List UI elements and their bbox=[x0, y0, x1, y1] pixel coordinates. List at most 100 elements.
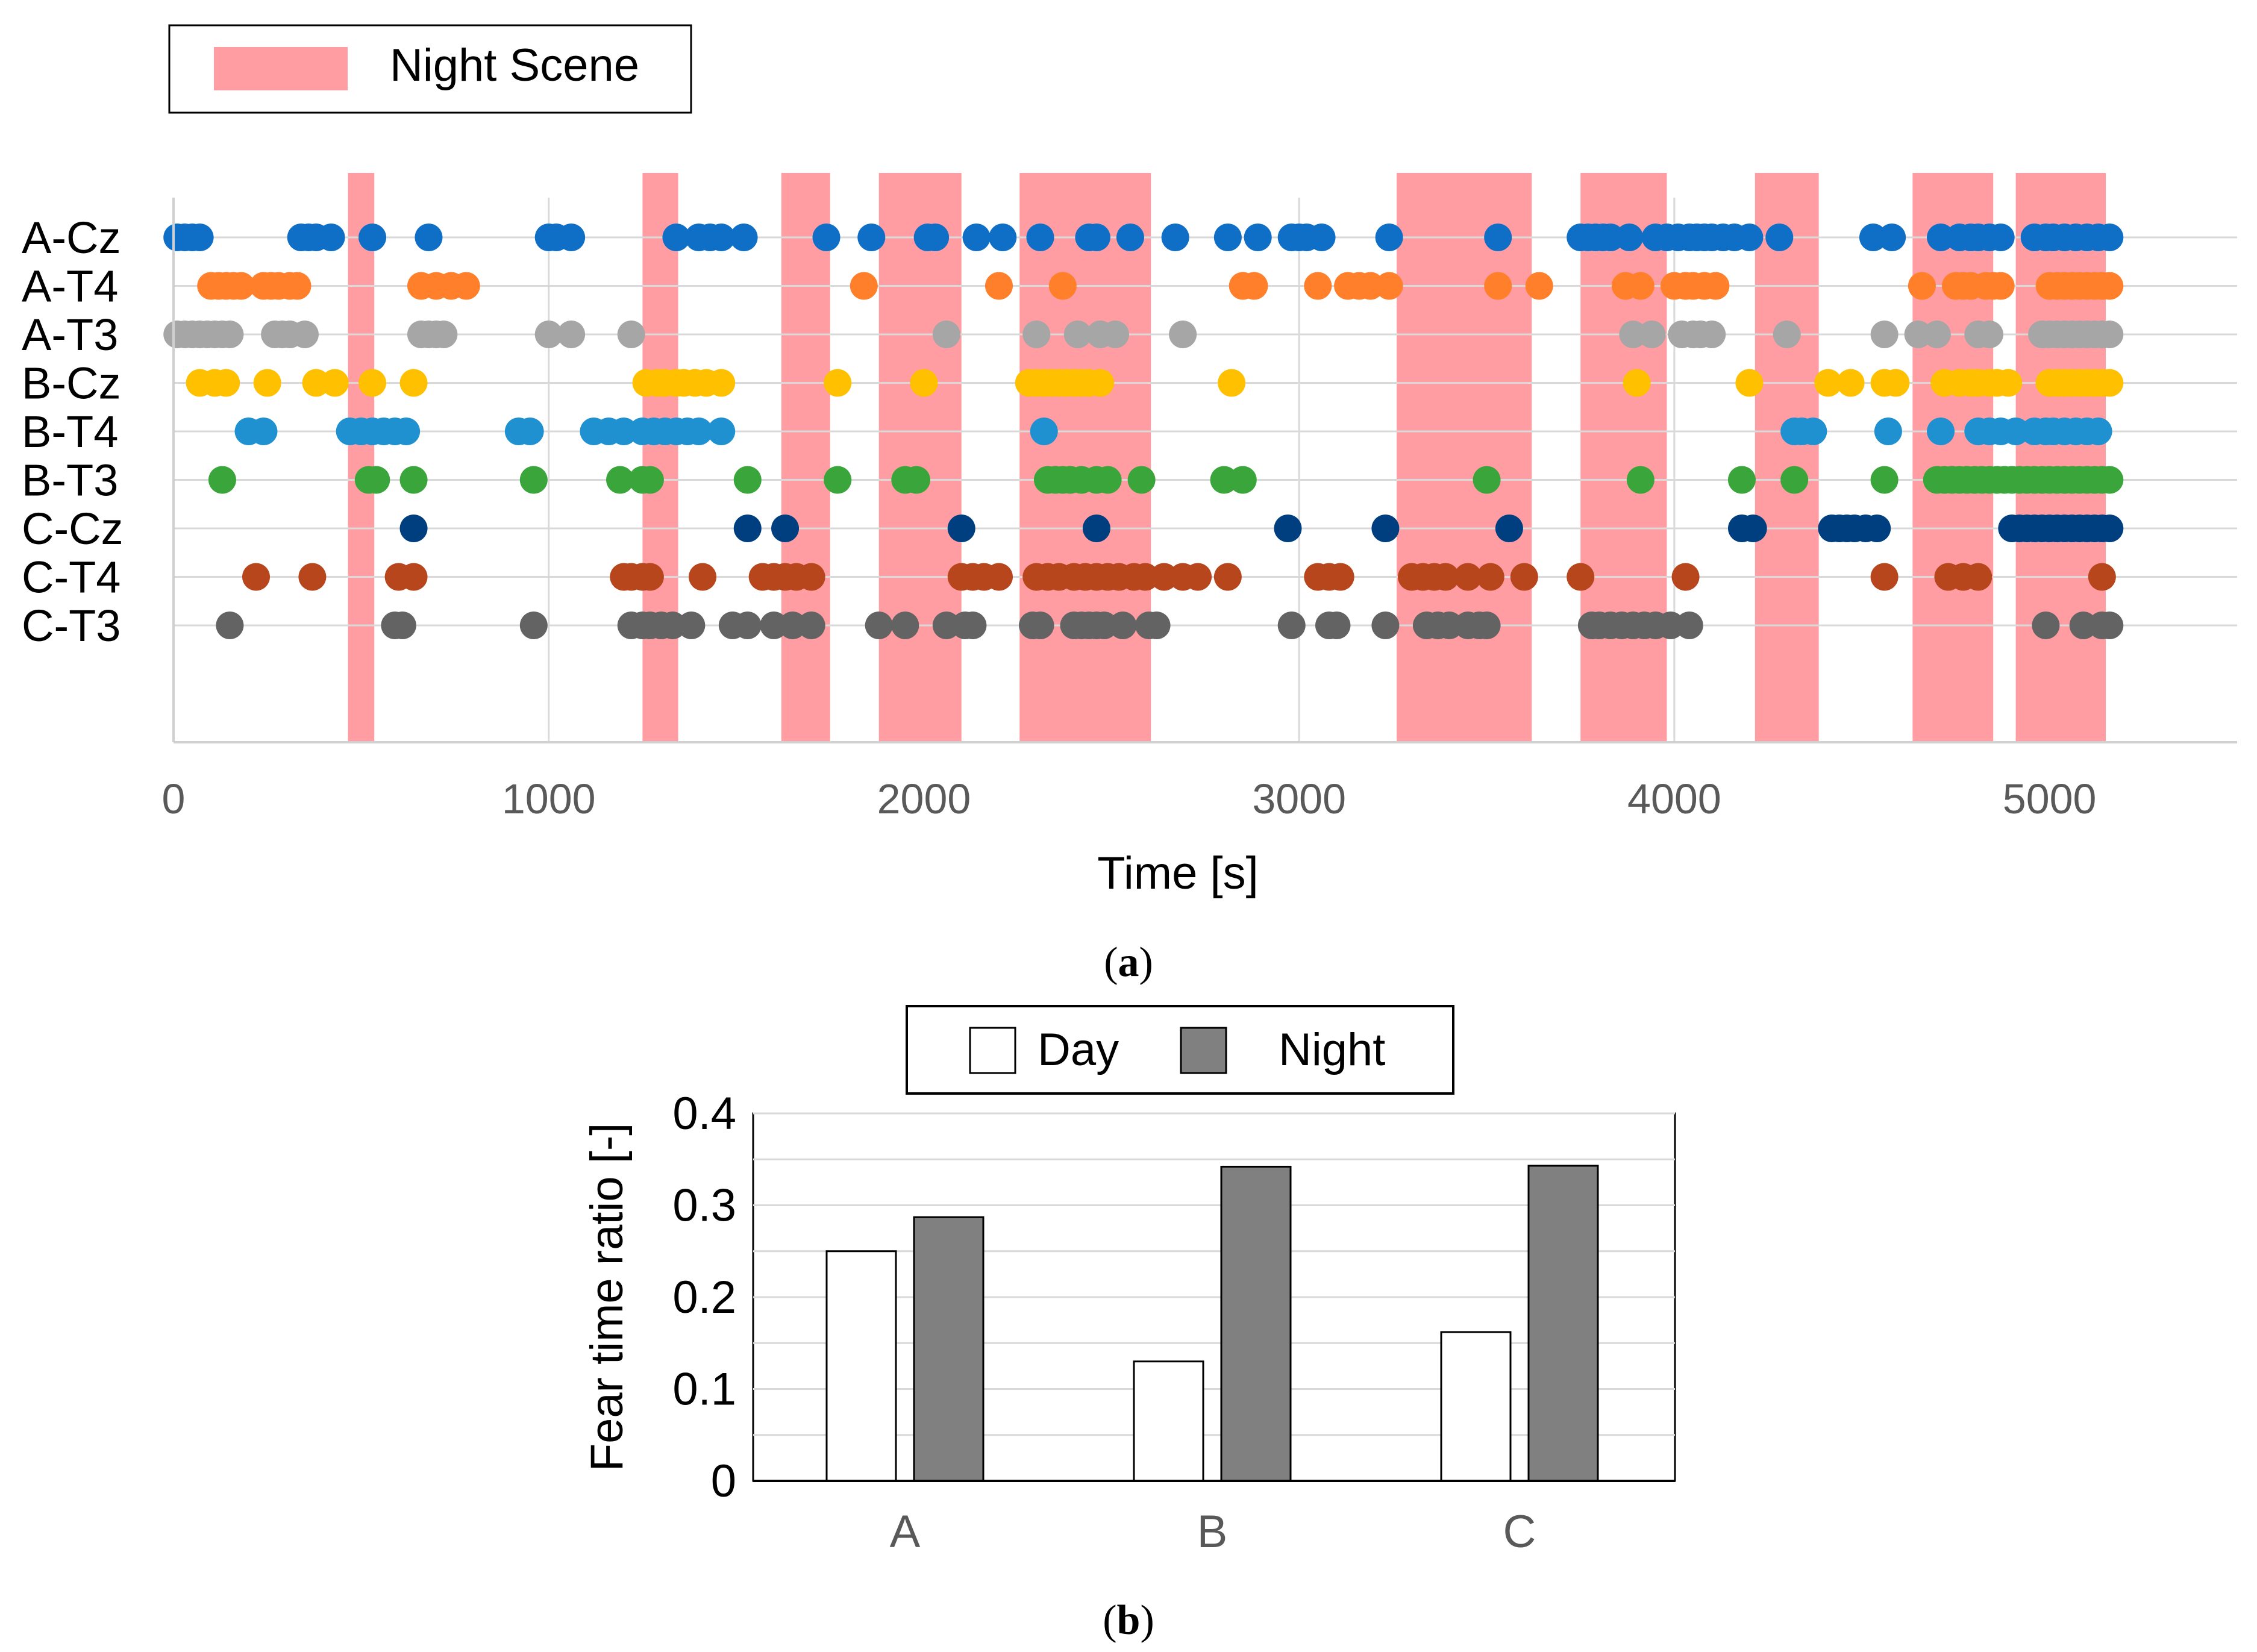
legend-night-label: Night bbox=[1279, 1024, 1385, 1075]
fear-event-dot bbox=[1870, 563, 1899, 591]
fear-event-dot bbox=[1274, 515, 1302, 542]
row-labels: A-CzA-T4A-T3B-CzB-T4B-T3C-CzC-T4C-T3 bbox=[22, 213, 124, 651]
panel-a-label-letter: a bbox=[1118, 939, 1139, 986]
fear-event-dot bbox=[317, 224, 345, 251]
fear-event-dot bbox=[1923, 321, 1951, 348]
fear-event-dot bbox=[1675, 612, 1703, 639]
bar-day bbox=[1440, 1331, 1512, 1482]
fear-event-dot bbox=[824, 466, 852, 494]
panel-b-label-letter: b bbox=[1117, 1597, 1141, 1644]
night-scene-band bbox=[348, 173, 375, 742]
fear-event-dot bbox=[865, 612, 893, 639]
fear-event-dot bbox=[216, 321, 244, 348]
fear-event-dot bbox=[321, 369, 349, 397]
fear-event-dot bbox=[1326, 563, 1354, 591]
night-scene-band bbox=[781, 173, 830, 742]
fear-event-dot bbox=[2096, 612, 2124, 639]
scatter-x-ticks: 0 1000 2000 3000 4000 5000 bbox=[162, 775, 2097, 822]
fear-event-dots bbox=[163, 224, 2124, 639]
fear-event-dot bbox=[1432, 563, 1460, 591]
fear-event-dot bbox=[249, 418, 278, 445]
fear-event-dot bbox=[1626, 272, 1654, 300]
fear-event-dot bbox=[298, 563, 327, 591]
fear-event-dot bbox=[850, 272, 878, 300]
fear-event-dot bbox=[253, 369, 281, 397]
fear-event-dot bbox=[733, 515, 762, 542]
fear-event-dot bbox=[733, 466, 762, 494]
fear-event-dot bbox=[186, 224, 214, 251]
fear-event-dot bbox=[824, 369, 852, 397]
panel-a-label: (a) bbox=[1104, 939, 1153, 986]
fear-event-dot bbox=[1244, 224, 1272, 251]
bar-y-tick-label: 0 bbox=[711, 1456, 736, 1507]
fear-event-dot bbox=[662, 224, 690, 251]
fear-event-dot bbox=[392, 418, 421, 445]
legend-b: Day Night bbox=[906, 1005, 1454, 1095]
fear-event-dot bbox=[2088, 563, 2116, 591]
bars bbox=[825, 1165, 1599, 1482]
fear-event-dot bbox=[399, 563, 428, 591]
fear-event-dot bbox=[2096, 466, 2124, 494]
fear-event-dot bbox=[1927, 418, 1955, 445]
fear-event-dot bbox=[677, 612, 706, 639]
scatter-x-tick-label: 2000 bbox=[877, 775, 971, 822]
fear-event-dot bbox=[2096, 321, 2124, 348]
fear-event-dot bbox=[1510, 563, 1538, 591]
fear-event-dot bbox=[1082, 515, 1110, 542]
fear-event-dot bbox=[730, 224, 758, 251]
fear-event-dot bbox=[1026, 612, 1054, 639]
night-scene-band bbox=[878, 173, 962, 742]
fear-event-dot bbox=[1476, 563, 1504, 591]
fear-event-dot bbox=[2096, 272, 2124, 300]
fear-event-dot bbox=[1814, 369, 1842, 397]
fear-event-dot bbox=[921, 224, 950, 251]
fear-event-dot bbox=[1277, 612, 1306, 639]
fear-event-dot bbox=[208, 466, 236, 494]
fear-event-dot bbox=[1086, 369, 1115, 397]
fear-event-dot bbox=[1908, 272, 1936, 300]
fear-event-dot bbox=[290, 321, 319, 348]
legend-a: Night Scene bbox=[168, 24, 692, 114]
fear-event-dot bbox=[1525, 272, 1553, 300]
fear-event-dot bbox=[415, 224, 443, 251]
bar-y-tick-label: 0.4 bbox=[672, 1088, 736, 1139]
night-scene-band bbox=[1912, 173, 1994, 742]
fear-event-dot bbox=[1094, 466, 1122, 494]
row-label: C-T3 bbox=[22, 601, 121, 651]
fear-event-dot bbox=[891, 612, 919, 639]
bar-x-tick-label: B bbox=[1197, 1506, 1228, 1557]
fear-event-dot bbox=[1964, 563, 1992, 591]
fear-event-dot bbox=[1473, 612, 1501, 639]
fear-event-dot bbox=[1773, 321, 1801, 348]
scatter-x-tick-label: 4000 bbox=[1627, 775, 1721, 822]
fear-event-dot bbox=[399, 466, 428, 494]
fear-event-dot bbox=[1101, 321, 1130, 348]
fear-event-dot bbox=[358, 224, 387, 251]
bar-night bbox=[1220, 1165, 1292, 1482]
fear-event-dot bbox=[1728, 466, 1756, 494]
row-label: A-T3 bbox=[22, 310, 118, 360]
fear-event-dot bbox=[1780, 466, 1809, 494]
bar-night bbox=[913, 1216, 985, 1482]
bar-y-axis-title: Fear time ratio [-] bbox=[581, 1123, 633, 1472]
fear-event-dot bbox=[283, 272, 311, 300]
night-scene-band bbox=[2015, 173, 2106, 742]
fear-event-dot bbox=[1307, 224, 1336, 251]
fear-event-dot bbox=[1371, 515, 1400, 542]
legend-day-swatch bbox=[969, 1027, 1016, 1074]
row-label: A-T4 bbox=[22, 261, 118, 311]
fear-event-dot bbox=[557, 224, 586, 251]
bar-y-tick-label: 0.2 bbox=[672, 1272, 736, 1323]
fear-event-dot bbox=[519, 612, 548, 639]
fear-event-dot bbox=[812, 224, 841, 251]
fear-event-dot bbox=[516, 418, 544, 445]
fear-event-dot bbox=[1626, 466, 1654, 494]
fear-event-dot bbox=[1229, 466, 1257, 494]
fear-event-dot bbox=[1765, 224, 1794, 251]
fear-event-dot bbox=[1484, 224, 1512, 251]
fear-event-dot bbox=[1874, 418, 1902, 445]
fear-event-dot bbox=[985, 272, 1013, 300]
fear-event-dot bbox=[358, 369, 387, 397]
fear-event-dot bbox=[689, 563, 717, 591]
